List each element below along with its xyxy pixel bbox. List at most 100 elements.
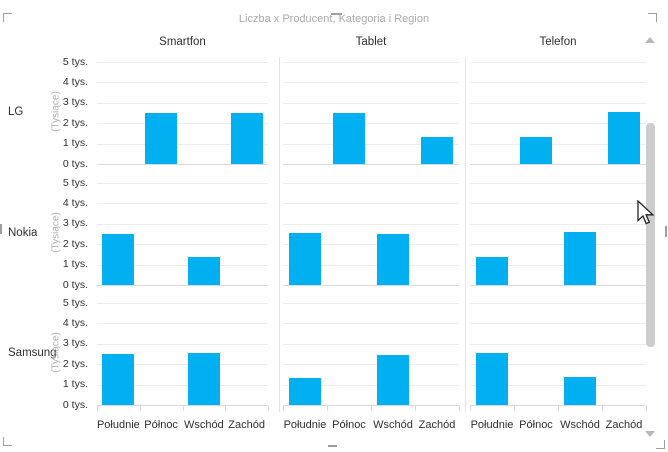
gridline <box>283 203 459 205</box>
trellis-panel <box>470 303 646 406</box>
bar[interactable] <box>564 377 596 405</box>
gridline <box>97 203 268 205</box>
gridline <box>97 164 268 165</box>
bar[interactable] <box>476 257 508 285</box>
panel-divider <box>464 57 466 412</box>
selection-handle-bottom-left[interactable] <box>3 437 12 446</box>
bar[interactable] <box>230 113 263 164</box>
trellis-panel <box>97 62 268 165</box>
x-axis-tick <box>415 406 416 411</box>
x-axis-category-label: Północ <box>332 419 366 431</box>
gridline <box>97 384 268 386</box>
gridline <box>283 102 459 104</box>
selection-handle-bottom-right[interactable] <box>656 440 665 449</box>
bar[interactable] <box>187 257 220 285</box>
bar[interactable] <box>333 113 365 164</box>
x-axis-tick <box>327 406 328 411</box>
x-axis-tick <box>602 406 603 411</box>
y-axis-tick-label: 3 tys. <box>62 337 88 350</box>
selection-handle-top-middle[interactable] <box>331 13 342 15</box>
x-axis-tick <box>268 406 269 411</box>
gridline <box>283 405 459 406</box>
y-axis-tick-label: 2 tys. <box>62 116 88 129</box>
selection-handle-top-right[interactable] <box>648 13 657 22</box>
trellis-column-header: Tablet <box>355 36 387 48</box>
bar[interactable] <box>377 234 409 285</box>
y-axis-tick-label: 0 tys. <box>62 157 88 170</box>
gridline <box>283 364 459 366</box>
gridline <box>470 264 646 266</box>
x-axis-tick <box>514 406 515 411</box>
trellis-panel <box>283 62 459 165</box>
gridline <box>470 285 646 286</box>
gridline <box>470 102 646 104</box>
y-axis-title: (Tysiące) <box>50 332 62 373</box>
gridline <box>470 183 646 184</box>
mouse-cursor-icon <box>637 200 655 225</box>
bar[interactable] <box>102 354 135 405</box>
y-axis-tick-label: 1 tys. <box>62 258 88 271</box>
x-axis-category-label: Południe <box>283 419 327 431</box>
scrollbar-down-arrow-icon[interactable] <box>645 431 655 437</box>
y-axis-tick-label: 3 tys. <box>62 217 88 230</box>
gridline <box>97 183 268 184</box>
gridline <box>470 123 646 125</box>
bar[interactable] <box>564 231 596 285</box>
gridline <box>283 143 459 145</box>
y-axis-title: (Tysiące) <box>50 212 62 253</box>
trellis-row-label: Nokia <box>8 227 38 239</box>
trellis-row-label: LG <box>8 106 24 118</box>
gridline <box>283 223 459 225</box>
gridline <box>470 82 646 84</box>
trellis-panel <box>283 303 459 406</box>
y-axis-tick-label: 4 tys. <box>62 75 88 88</box>
bar[interactable] <box>520 137 552 164</box>
bar[interactable] <box>145 113 178 164</box>
gridline <box>283 244 459 246</box>
x-axis-category-label: Północ <box>144 419 178 431</box>
gridline <box>470 62 646 63</box>
x-axis-category-label: Zachód <box>418 419 456 431</box>
chart-title: Liczba x Producent, Kategoria i Region <box>238 13 430 25</box>
scrollbar-thumb[interactable] <box>646 123 655 347</box>
gridline <box>97 364 268 366</box>
gridline <box>470 143 646 145</box>
gridline <box>470 323 646 325</box>
gridline <box>283 183 459 184</box>
selection-handle-bottom-middle[interactable] <box>328 445 337 447</box>
x-axis-tick <box>558 406 559 411</box>
gridline <box>470 405 646 406</box>
bar[interactable] <box>377 355 409 405</box>
gridline <box>97 82 268 84</box>
selection-handle-top-left[interactable] <box>3 13 12 22</box>
bar[interactable] <box>289 232 321 285</box>
bar[interactable] <box>608 111 640 164</box>
bar[interactable] <box>421 137 453 164</box>
gridline <box>470 203 646 205</box>
gridline <box>283 285 459 286</box>
gridline <box>97 343 268 345</box>
selection-handle-left-middle[interactable] <box>0 224 2 234</box>
bar[interactable] <box>102 234 135 285</box>
panel-divider <box>278 57 280 412</box>
bar[interactable] <box>476 352 508 405</box>
bar[interactable] <box>289 378 321 405</box>
y-axis-tick-label: 1 tys. <box>62 378 88 391</box>
y-axis-tick-label: 3 tys. <box>62 96 88 109</box>
y-axis-title: (Tysiące) <box>50 91 62 132</box>
bar[interactable] <box>187 352 220 405</box>
trellis-panel <box>470 62 646 165</box>
trellis-column-header: Telefon <box>539 36 577 48</box>
gridline <box>283 323 459 325</box>
y-axis-tick-label: 5 tys. <box>62 176 88 189</box>
selection-handle-right-middle[interactable] <box>665 226 667 237</box>
scrollbar-up-arrow-icon[interactable] <box>645 37 655 43</box>
gridline <box>283 303 459 304</box>
x-axis-tick <box>139 406 141 411</box>
trellis-panel <box>97 303 268 406</box>
gridline <box>470 303 646 304</box>
gridline <box>97 285 268 286</box>
y-axis-tick-label: 5 tys. <box>62 296 88 309</box>
gridline <box>97 405 268 406</box>
